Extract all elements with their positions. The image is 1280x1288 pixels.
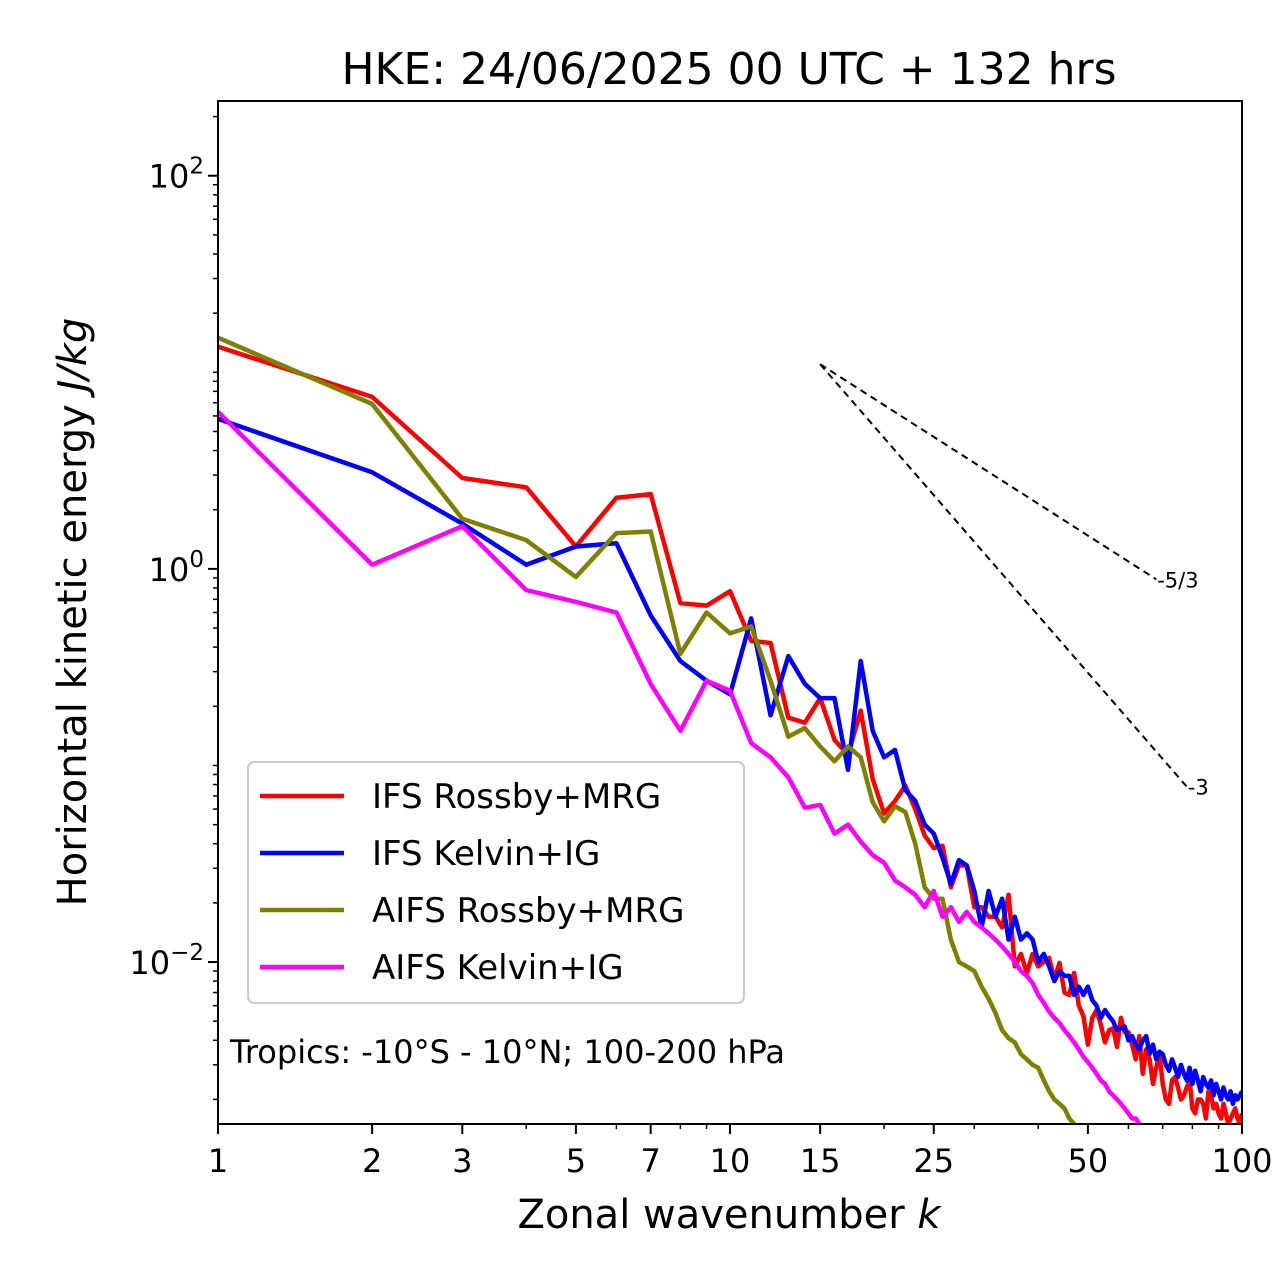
x-axis-label-variable: k <box>917 1192 942 1238</box>
legend-label-2: AIFS Rossby+MRG <box>372 891 684 931</box>
x-tick-label: 50 <box>1068 1142 1109 1180</box>
x-tick-label: 25 <box>913 1142 954 1180</box>
x-axis-ticks: 1 2 3 5 7 10 15 25 50 100 <box>208 1124 1273 1180</box>
x-tick-label: 100 <box>1211 1142 1272 1180</box>
series-layer <box>218 335 1242 1124</box>
legend-label-3: AIFS Kelvin+IG <box>372 948 624 988</box>
slope-line-0 <box>819 363 1157 581</box>
slope-label-1: -3 <box>1188 776 1209 800</box>
x-tick-label: 3 <box>452 1142 472 1180</box>
y-axis-label-unit: J/kg <box>50 318 96 399</box>
legend-label-0: IFS Rossby+MRG <box>372 777 661 817</box>
slope-line-1 <box>819 363 1188 788</box>
legend-label-1: IFS Kelvin+IG <box>372 834 600 874</box>
chart-title: HKE: 24/06/2025 00 UTC + 132 hrs <box>341 44 1116 95</box>
x-tick-label: 1 <box>208 1142 228 1180</box>
series-line-1 <box>218 416 1242 1107</box>
y-axis-label: Horizontal kinetic energy J/kg <box>50 318 96 907</box>
x-axis-label: Zonal wavenumber k <box>517 1192 942 1238</box>
y-axis-label-text: Horizontal kinetic energy <box>50 404 96 906</box>
legend-items: IFS Rossby+MRG IFS Kelvin+IG AIFS Rossby+M… <box>260 777 684 988</box>
x-axis-label-text: Zonal wavenumber <box>517 1192 905 1238</box>
x-tick-label: 10 <box>710 1142 751 1180</box>
x-tick-label: 5 <box>566 1142 586 1180</box>
y-tick-label: 102 <box>149 154 204 196</box>
legend: IFS Rossby+MRG IFS Kelvin+IG AIFS Rossby+M… <box>247 761 745 1004</box>
legend-box <box>247 761 745 1004</box>
series-line-3 <box>218 410 1142 1124</box>
x-tick-label: 15 <box>800 1142 841 1180</box>
y-tick-label: 10−2 <box>129 940 204 982</box>
reference-slopes: -5/3 -3 <box>819 363 1209 800</box>
y-axis-ticks: 10−2 100 102 <box>129 115 218 1101</box>
x-tick-label: 7 <box>641 1142 661 1180</box>
slope-label-0: -5/3 <box>1157 568 1198 592</box>
series-line-2 <box>218 335 1077 1124</box>
x-tick-label: 2 <box>362 1142 382 1180</box>
y-tick-label: 100 <box>149 547 204 589</box>
region-annotation: Tropics: -10°S - 10°N; 100-200 hPa <box>229 1033 785 1071</box>
